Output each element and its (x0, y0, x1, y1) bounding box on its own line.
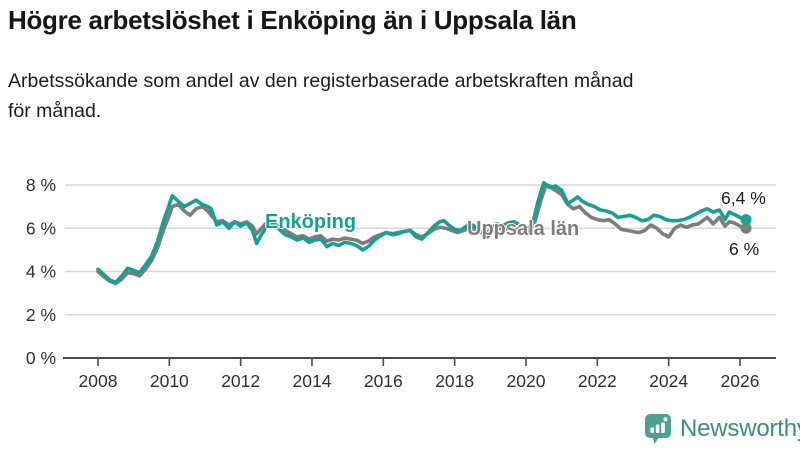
end-value-label-enkoping: 6,4 % (721, 188, 766, 208)
y-tick-label: 6 % (26, 218, 56, 238)
x-tick-label: 2008 (79, 371, 118, 391)
x-tick-label: 2010 (150, 371, 189, 391)
end-point-dot-uppsala-lan (740, 222, 752, 234)
y-tick-label: 0 % (26, 348, 56, 368)
series-label-uppsala-lan: Uppsala län (467, 218, 580, 240)
end-point-dot-enkoping (740, 214, 752, 226)
series-line-enkoping (96, 181, 748, 285)
y-tick-label: 2 % (26, 305, 56, 325)
newsworthy-wordmark: Newsworthy (680, 415, 800, 442)
series-line-uppsala-lan (96, 184, 748, 286)
x-tick-label: 2022 (578, 371, 617, 391)
series-label-enkoping: Enköping (265, 211, 357, 233)
newsworthy-logo: Newsworthy (644, 413, 800, 445)
x-tick-label: 2014 (293, 371, 332, 391)
subtitle-line-1: Arbetssökande som andel av den registerb… (8, 70, 634, 92)
x-tick-label: 2012 (221, 371, 260, 391)
y-tick-label: 4 % (26, 262, 56, 282)
newsworthy-bubble-bar-chart-icon (645, 414, 671, 444)
subtitle-line-2: för månad. (8, 100, 102, 123)
x-tick-label: 2020 (507, 371, 546, 391)
x-tick-label: 2018 (435, 371, 474, 391)
y-tick-label: 8 % (26, 175, 56, 195)
x-tick-label: 2026 (721, 371, 760, 391)
chart-title: Högre arbetslöshet i Enköping än i Uppsa… (8, 5, 577, 35)
end-value-label-uppsala-lan: 6 % (729, 239, 760, 259)
x-tick-label: 2016 (364, 371, 403, 391)
chart-subtitle: Arbetssökande som andel av den registerb… (8, 66, 788, 126)
x-tick-label: 2024 (649, 371, 688, 391)
